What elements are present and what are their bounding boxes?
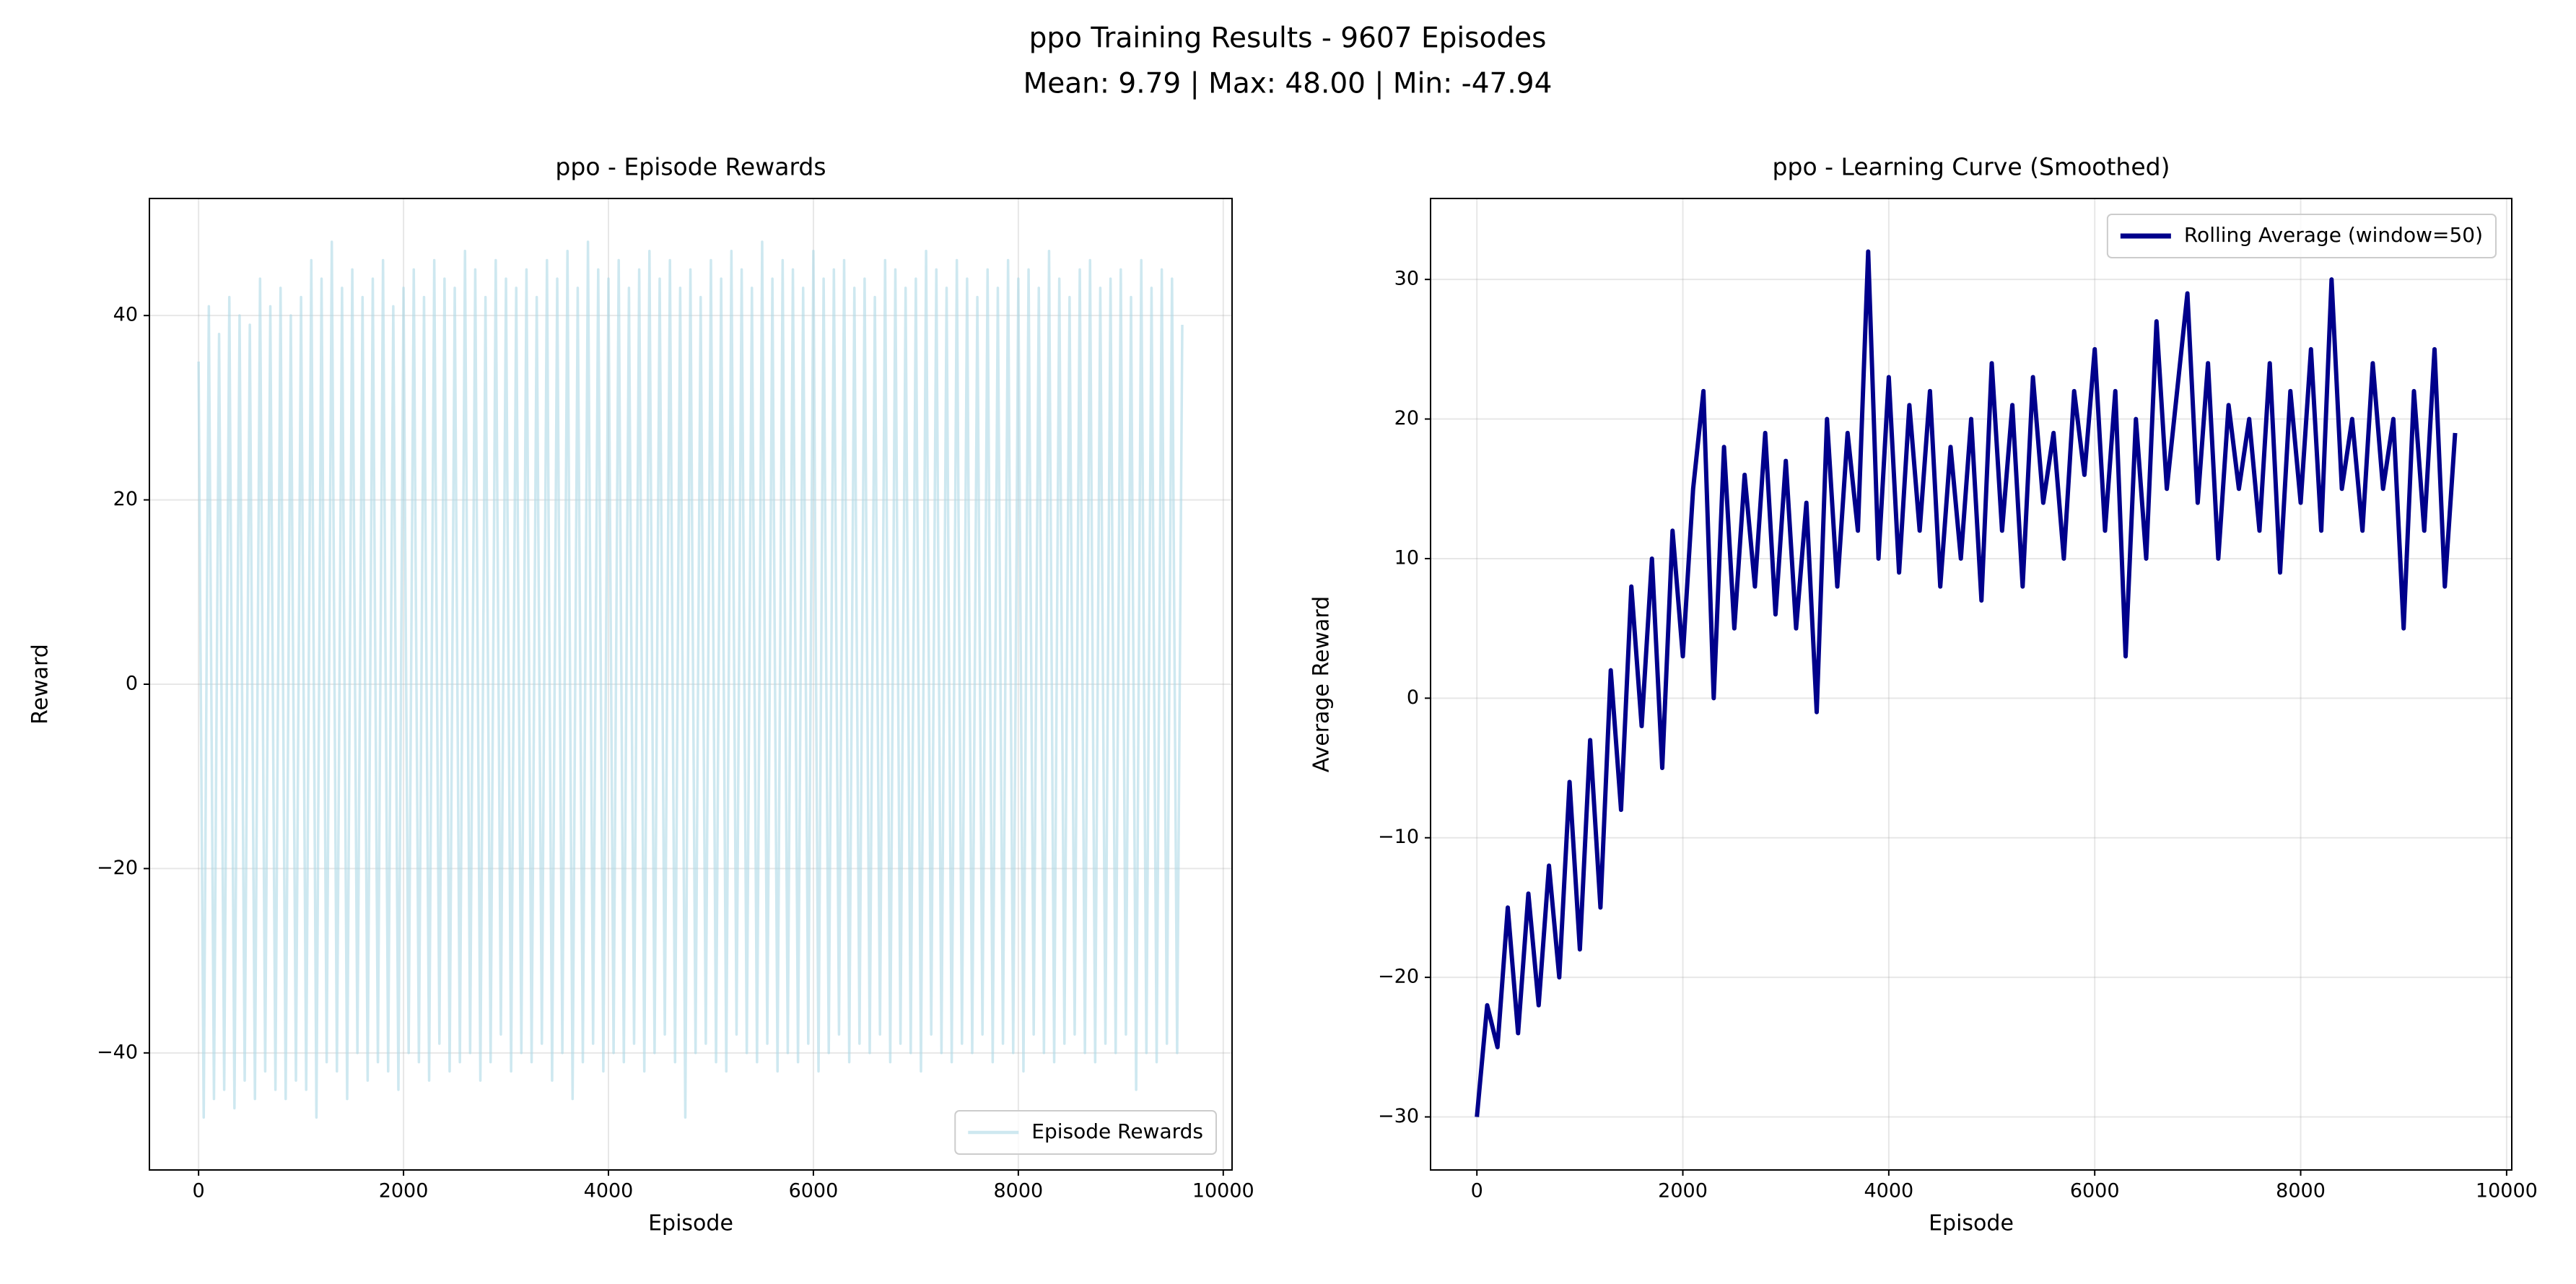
x-tick-label: 8000 (994, 1180, 1044, 1202)
data-line (1475, 249, 2458, 1117)
axes-frame (1430, 198, 2512, 1171)
x-tick-label: 4000 (1864, 1180, 1914, 1202)
y-tick-label: 0 (126, 673, 138, 695)
y-axis-label: Average Reward (1309, 596, 1335, 772)
x-tick-label: 0 (1471, 1180, 1483, 1202)
legend: Rolling Average (window=50) (2106, 214, 2497, 258)
legend: Episode Rewards (954, 1110, 1217, 1155)
y-tick-label: −20 (97, 857, 138, 879)
y-tick-label: −40 (97, 1041, 138, 1063)
x-tick-label: 8000 (2276, 1180, 2326, 1202)
y-tick-label: −10 (1378, 826, 1419, 848)
y-tick-label: −30 (1378, 1105, 1419, 1127)
x-tick-label: 2000 (379, 1180, 429, 1202)
y-tick-label: 30 (1394, 268, 1419, 290)
subplot-title: ppo - Learning Curve (Smoothed) (1773, 153, 2170, 181)
y-tick-label: 0 (1407, 686, 1419, 709)
subplot: 0 2000 4000 6000 8000 10000 −40 −20 0 20 40 ppo - E… (28, 153, 1254, 1236)
y-tick-label: 20 (113, 488, 138, 510)
legend-frame (954, 1110, 1217, 1155)
y-tick-label: 20 (1394, 407, 1419, 429)
legend-label: Rolling Average (window=50) (2184, 223, 2483, 247)
x-axis-label: Episode (1929, 1211, 2014, 1236)
x-tick-label: 2000 (1658, 1180, 1708, 1202)
x-axis-label: Episode (648, 1211, 733, 1236)
axes-frame (149, 198, 1233, 1171)
x-tick-label: 4000 (584, 1180, 634, 1202)
data-line (197, 240, 1184, 1119)
y-tick-label: 10 (1394, 546, 1419, 569)
legend-label: Episode Rewards (1031, 1119, 1203, 1143)
y-axis-label: Reward (28, 644, 53, 725)
x-tick-label: 10000 (2476, 1180, 2538, 1202)
y-tick-label: −20 (1378, 966, 1419, 988)
subplot-title: ppo - Episode Rewards (555, 153, 826, 181)
y-tick-label: 40 (113, 304, 138, 326)
x-tick-label: 6000 (789, 1180, 839, 1202)
legend-frame (2106, 214, 2497, 258)
x-tick-label: 0 (193, 1180, 205, 1202)
figure-title: ppo Training Results - 9607 Episodes (1029, 22, 1547, 55)
subplot: 0 2000 4000 6000 8000 10000 −30 −20 −10 0 10 20 30 pp… (1309, 153, 2538, 1236)
figure-subtitle: Mean: 9.79 | Max: 48.00 | Min: -47.94 (1023, 68, 1553, 100)
x-tick-label: 6000 (2070, 1180, 2120, 1202)
x-tick-label: 10000 (1192, 1180, 1254, 1202)
